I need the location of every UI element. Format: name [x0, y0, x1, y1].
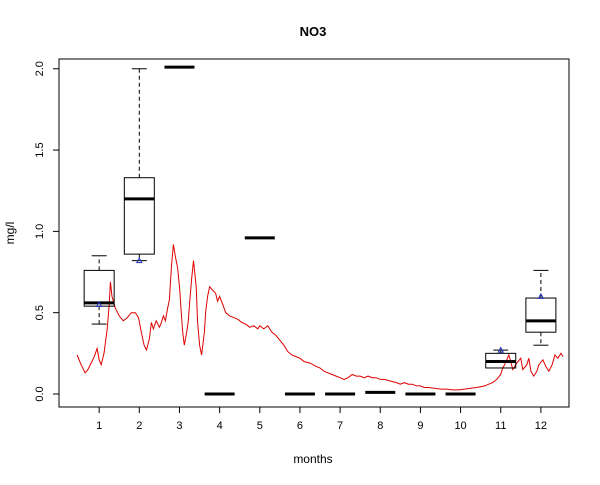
mean-marker: [95, 301, 103, 308]
mean-marker: [135, 257, 143, 264]
box-month-12: [525, 269, 557, 346]
x-tick-label: 4: [217, 420, 223, 432]
chart-title: NO3: [300, 24, 327, 39]
x-axis-label: months: [293, 452, 332, 466]
x-tick-label: 8: [377, 420, 383, 432]
red-line-series: [76, 244, 564, 391]
y-axis-label: mg/l: [3, 222, 17, 245]
x-tick-label: 1: [96, 420, 102, 432]
mean-marker: [497, 346, 505, 353]
y-tick-label: 1.0: [34, 224, 46, 239]
box-month-1: [83, 255, 115, 325]
box-month-11: [485, 346, 517, 369]
y-tick-label: 2.0: [34, 61, 46, 76]
iqr-box: [123, 177, 155, 255]
x-tick-label: 7: [337, 420, 343, 432]
box-month-2: [123, 68, 155, 264]
x-tick-label: 5: [257, 420, 263, 432]
y-tick-label: 0.5: [34, 305, 46, 320]
red-line-layer: [76, 244, 564, 391]
box-layer: [83, 65, 557, 396]
x-tick-label: 10: [454, 420, 466, 432]
x-tick-label: 9: [417, 420, 423, 432]
plot-frame: [58, 58, 570, 408]
y-tick-label: 0.0: [34, 386, 46, 401]
x-tick-label: 6: [297, 420, 303, 432]
x-tick-label: 3: [176, 420, 182, 432]
x-tick-label: 2: [136, 420, 142, 432]
mean-marker: [537, 292, 545, 299]
x-tick-label: 12: [535, 420, 547, 432]
y-tick-label: 1.5: [34, 142, 46, 157]
x-tick-label: 11: [495, 420, 506, 432]
